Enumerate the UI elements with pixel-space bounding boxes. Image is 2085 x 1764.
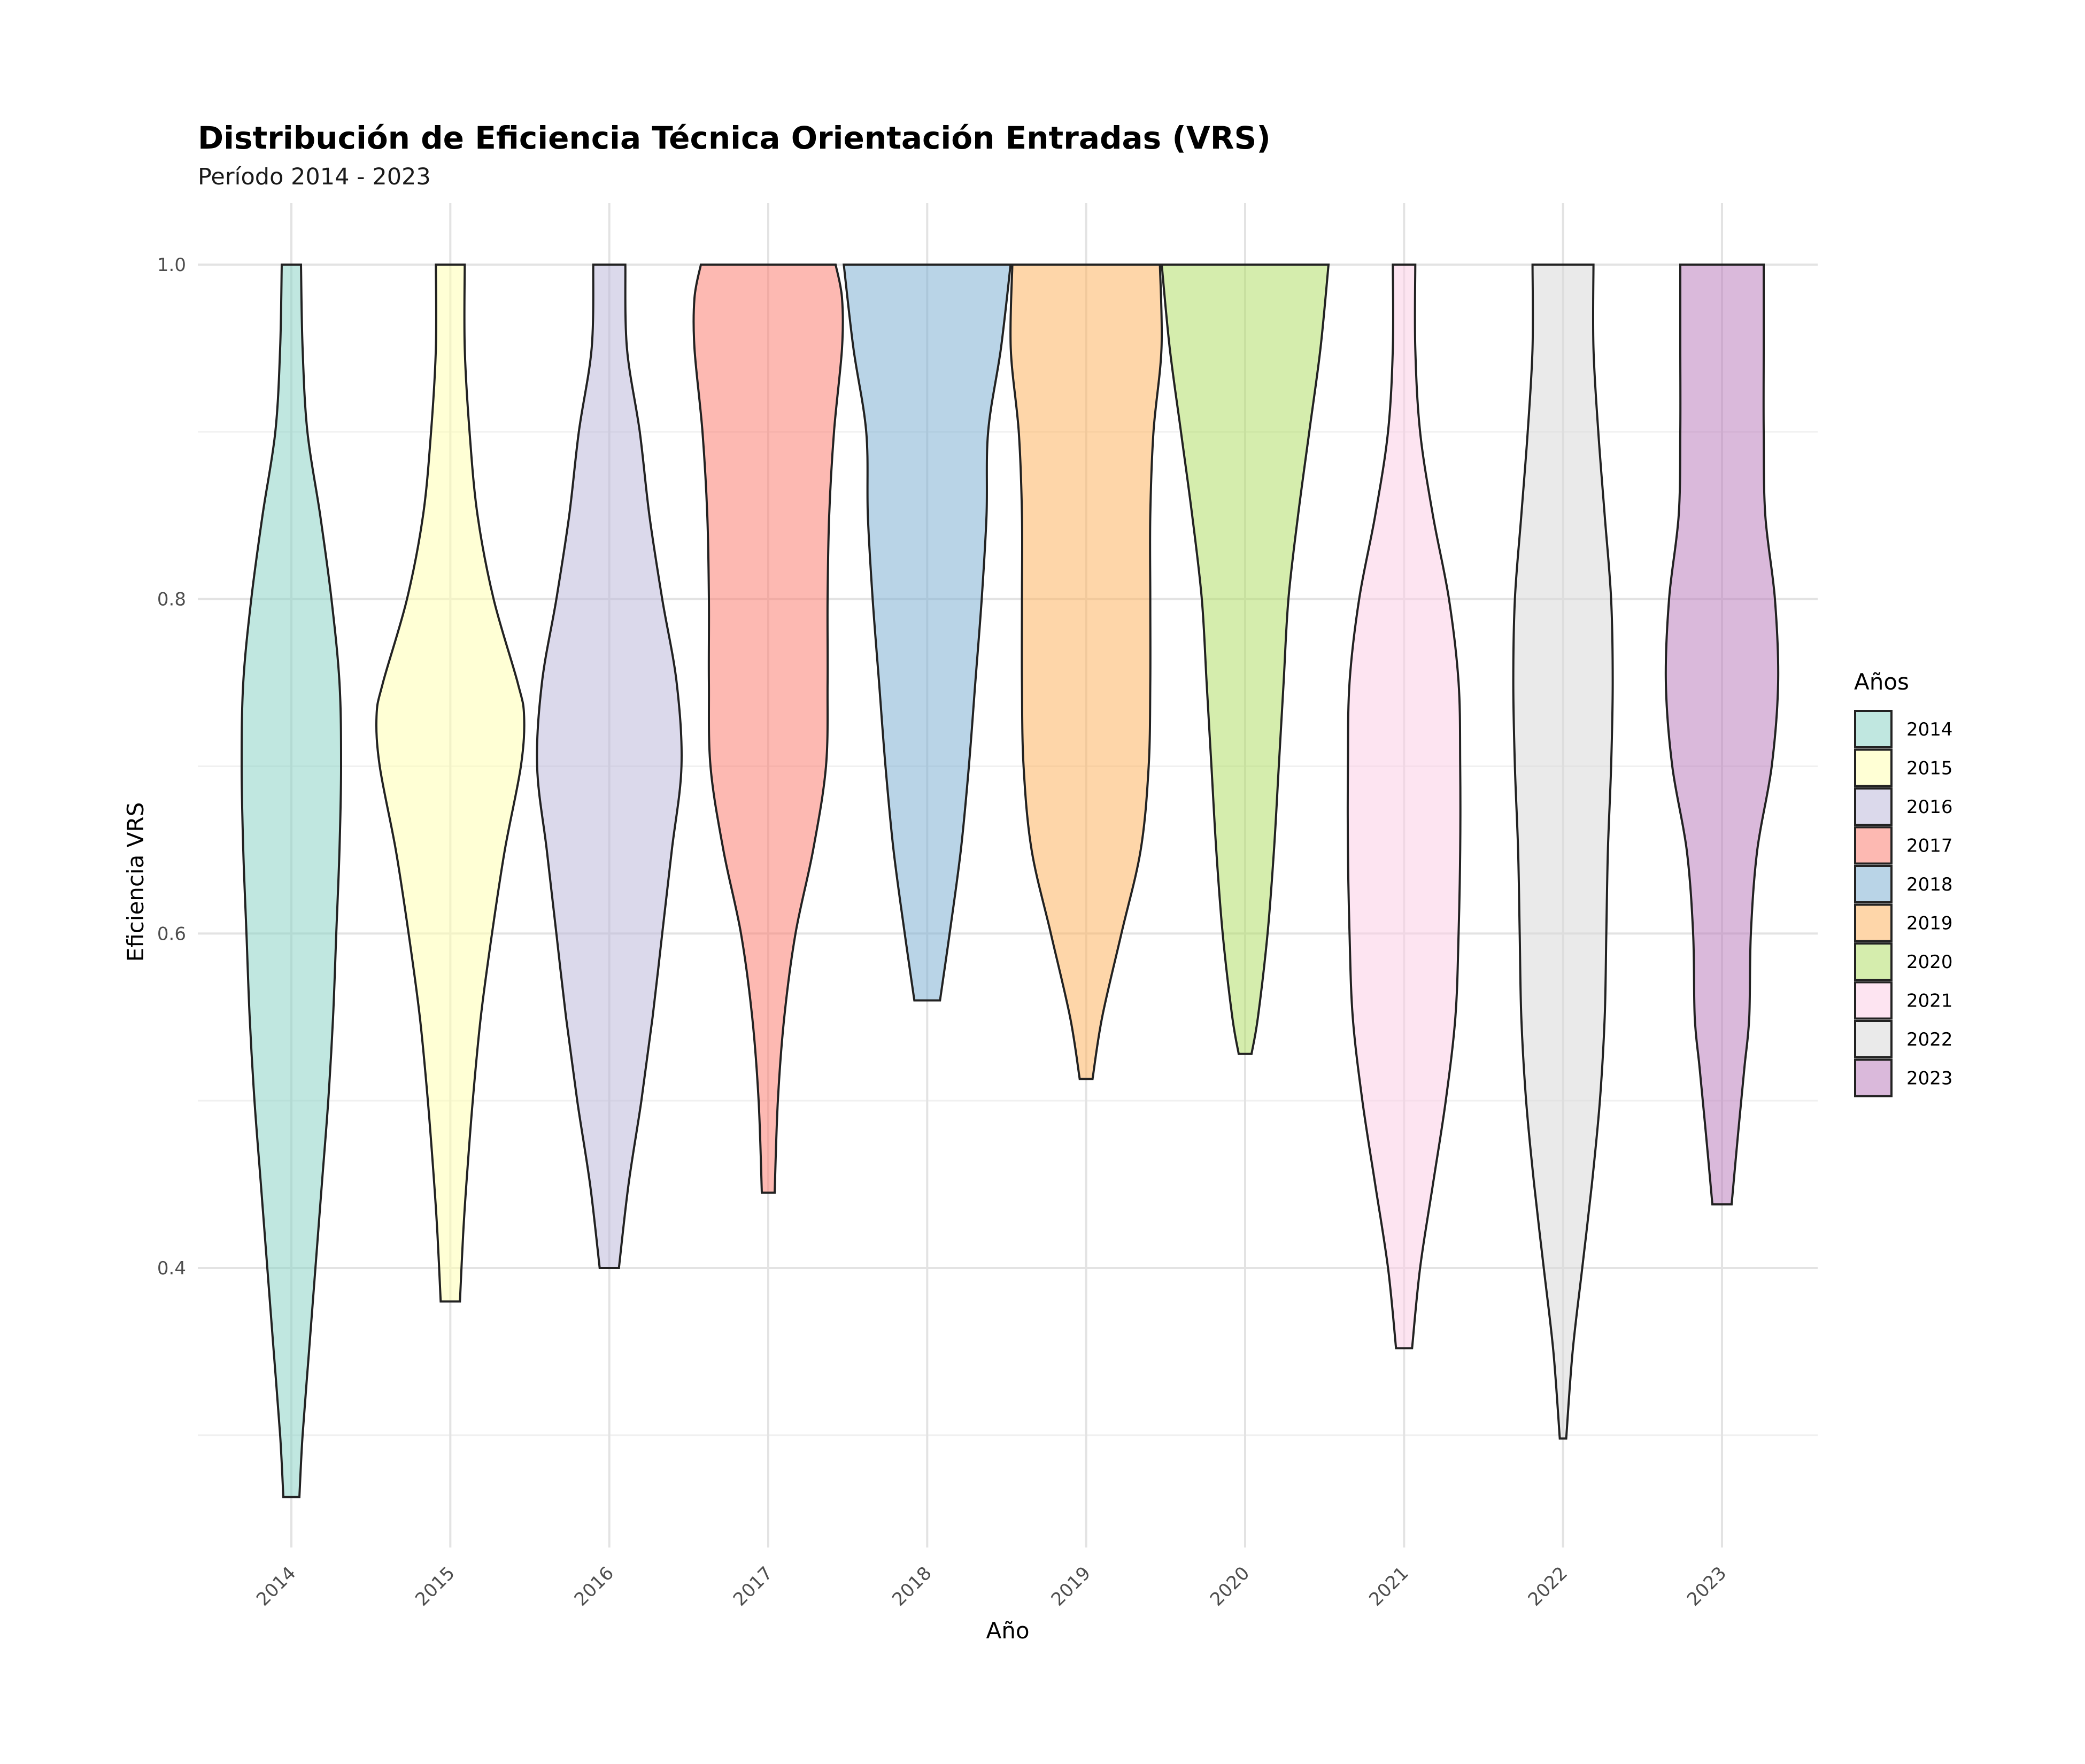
y-tick-label: 1.0 bbox=[157, 254, 186, 276]
violin-2015 bbox=[375, 264, 526, 1303]
violins bbox=[240, 264, 1780, 1498]
legend-title: Años bbox=[1854, 669, 1909, 695]
legend-label: 2022 bbox=[1906, 1029, 1953, 1050]
legend-swatch-2022 bbox=[1854, 1020, 1893, 1058]
legend-label: 2016 bbox=[1906, 796, 1953, 818]
legend-label: 2014 bbox=[1906, 719, 1953, 740]
legend-swatch-2020 bbox=[1854, 942, 1893, 981]
legend-swatch-2023 bbox=[1854, 1058, 1893, 1097]
legend-swatch-2015 bbox=[1854, 748, 1893, 787]
legend-label: 2019 bbox=[1906, 913, 1953, 934]
y-axis-label: Eficiencia VRS bbox=[122, 802, 149, 962]
violin-2014 bbox=[240, 264, 343, 1498]
legend-swatch-2016 bbox=[1854, 787, 1893, 826]
legend-label: 2018 bbox=[1906, 874, 1953, 895]
violin-2019 bbox=[1009, 264, 1163, 1080]
legend-label: 2023 bbox=[1906, 1068, 1953, 1089]
legend-swatch-2014 bbox=[1854, 710, 1893, 748]
legend-label: 2017 bbox=[1906, 835, 1953, 857]
legend-swatch-2018 bbox=[1854, 865, 1893, 903]
violin-2017 bbox=[692, 264, 844, 1194]
y-tick-label: 0.8 bbox=[157, 589, 186, 610]
y-tick-labels: 0.4 0.6 0.8 1.0 bbox=[157, 254, 186, 1279]
violin-2016 bbox=[536, 264, 683, 1269]
violin-2020 bbox=[1160, 264, 1330, 1055]
legend-swatch-2019 bbox=[1854, 903, 1893, 942]
chart-title: Distribución de Eficiencia Técnica Orien… bbox=[198, 120, 1271, 156]
violin-2018 bbox=[843, 264, 1012, 1002]
legend-swatch-2017 bbox=[1854, 826, 1893, 865]
violin-2023 bbox=[1664, 264, 1780, 1206]
legend-swatch-2021 bbox=[1854, 981, 1893, 1020]
violin-2022 bbox=[1512, 264, 1614, 1440]
legend-label: 2015 bbox=[1906, 758, 1953, 779]
legend-label: 2021 bbox=[1906, 991, 1953, 1012]
chart-subtitle: Período 2014 - 2023 bbox=[198, 164, 431, 190]
x-axis-label: Año bbox=[986, 1618, 1029, 1644]
legend-items: 2014 2015 2016 2017 2018 2019 2020 2021 2022 2023 bbox=[1854, 710, 1953, 1097]
legend-label: 2020 bbox=[1906, 951, 1953, 973]
y-tick-label: 0.6 bbox=[157, 923, 186, 945]
legend: Años 2014 2015 2016 2017 2018 2019 2020 2021 202… bbox=[1854, 669, 1953, 1097]
violin-2021 bbox=[1346, 264, 1462, 1350]
y-tick-label: 0.4 bbox=[157, 1258, 186, 1279]
